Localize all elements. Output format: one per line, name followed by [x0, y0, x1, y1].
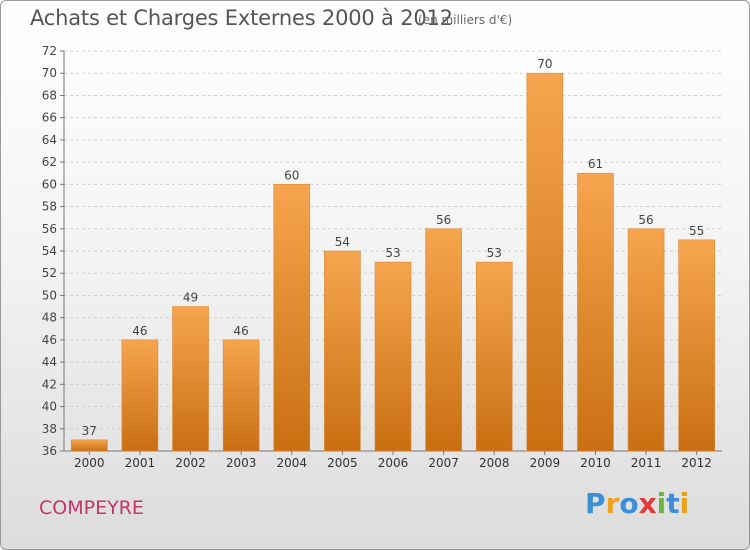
data-label-2009: 70: [537, 57, 552, 71]
data-label-2005: 54: [335, 235, 350, 249]
y-tick-label: 46: [42, 333, 57, 347]
bar-2009: [526, 72, 564, 452]
logo-letter: P: [585, 487, 606, 520]
y-tick-label: 40: [42, 400, 57, 414]
data-label-2002: 49: [183, 291, 198, 305]
y-tick-label: 52: [42, 266, 57, 280]
data-labels: 37 46 49 46 60 54 53 56 53 70 61 56 55: [82, 57, 705, 438]
logo-letter: t: [666, 487, 680, 520]
logo-letter: r: [605, 487, 620, 520]
x-tick-label-2009: 2009: [530, 456, 561, 470]
logo-letter: x: [638, 487, 657, 520]
proxiti-logo: Proxiti: [585, 487, 689, 520]
bar-2008: [475, 261, 513, 452]
y-tick-label: 66: [42, 111, 57, 125]
logo-letter: i: [656, 487, 667, 520]
bar-2002: [172, 306, 209, 452]
data-label-2010: 61: [588, 157, 603, 171]
chart-title: Achats et Charges Externes 2000 à 2012: [30, 6, 453, 30]
bar-2006: [374, 261, 412, 452]
bar-2011: [627, 228, 665, 452]
bar-2012: [678, 239, 715, 452]
x-tick-label-2010: 2010: [580, 456, 611, 470]
y-tick-label: 64: [42, 133, 57, 147]
chart-subtitle: (en milliers d'€): [418, 13, 513, 27]
y-tick-label: 50: [42, 288, 57, 302]
data-label-2006: 53: [385, 246, 400, 260]
x-tick-label-2008: 2008: [479, 456, 510, 470]
x-tick-label-2004: 2004: [276, 456, 307, 470]
x-tick-label-2006: 2006: [378, 456, 409, 470]
y-tick-label: 38: [42, 422, 57, 436]
y-tick-label: 44: [42, 355, 57, 369]
y-tick-label: 68: [42, 88, 57, 102]
commune-name: COMPEYRE: [39, 497, 144, 519]
y-tick-label: 70: [42, 66, 57, 80]
bars: [71, 72, 715, 452]
x-tick-label-2012: 2012: [681, 456, 712, 470]
data-label-2001: 46: [132, 324, 147, 338]
data-label-2007: 56: [436, 213, 451, 227]
data-label-2008: 53: [487, 246, 502, 260]
x-tick-label-2003: 2003: [226, 456, 257, 470]
bar-2001: [121, 339, 159, 452]
y-tick-labels: 36 38 40 42 44 46 48 50 52 54 56 58 60 62 64 66 68 70 72: [42, 44, 57, 458]
y-tick-label: 60: [42, 177, 57, 191]
x-tick-label-2005: 2005: [327, 456, 358, 470]
data-label-2004: 60: [284, 168, 299, 182]
y-tick-label: 72: [42, 44, 57, 58]
x-tick-label-2011: 2011: [631, 456, 662, 470]
y-tick-label: 56: [42, 222, 57, 236]
data-label-2012: 55: [689, 224, 704, 238]
bar-2003: [222, 339, 260, 452]
x-tick-label-2002: 2002: [175, 456, 206, 470]
bar-2007: [425, 228, 462, 452]
x-tick-label-2001: 2001: [125, 456, 156, 470]
bar-2004: [273, 184, 311, 452]
bar-2000: [71, 439, 108, 452]
y-tick-label: 36: [42, 444, 57, 458]
data-label-2011: 56: [638, 213, 653, 227]
logo-letter: i: [679, 487, 690, 520]
logo-letter: o: [619, 487, 639, 520]
y-tick-label: 62: [42, 155, 57, 169]
data-label-2000: 37: [82, 424, 97, 438]
x-tick-labels: 2000 2001 2002 2003 2004 2005 2006 2007 2008 2009…: [74, 451, 712, 470]
y-tick-label: 58: [42, 200, 57, 214]
x-tick-label-2007: 2007: [428, 456, 459, 470]
bar-2005: [324, 250, 361, 452]
y-tick-label: 54: [42, 244, 57, 258]
x-tick-label-2000: 2000: [74, 456, 105, 470]
y-tick-label: 48: [42, 311, 57, 325]
data-label-2003: 46: [234, 324, 249, 338]
bar-2010: [577, 172, 614, 452]
y-tick-label: 42: [42, 377, 57, 391]
